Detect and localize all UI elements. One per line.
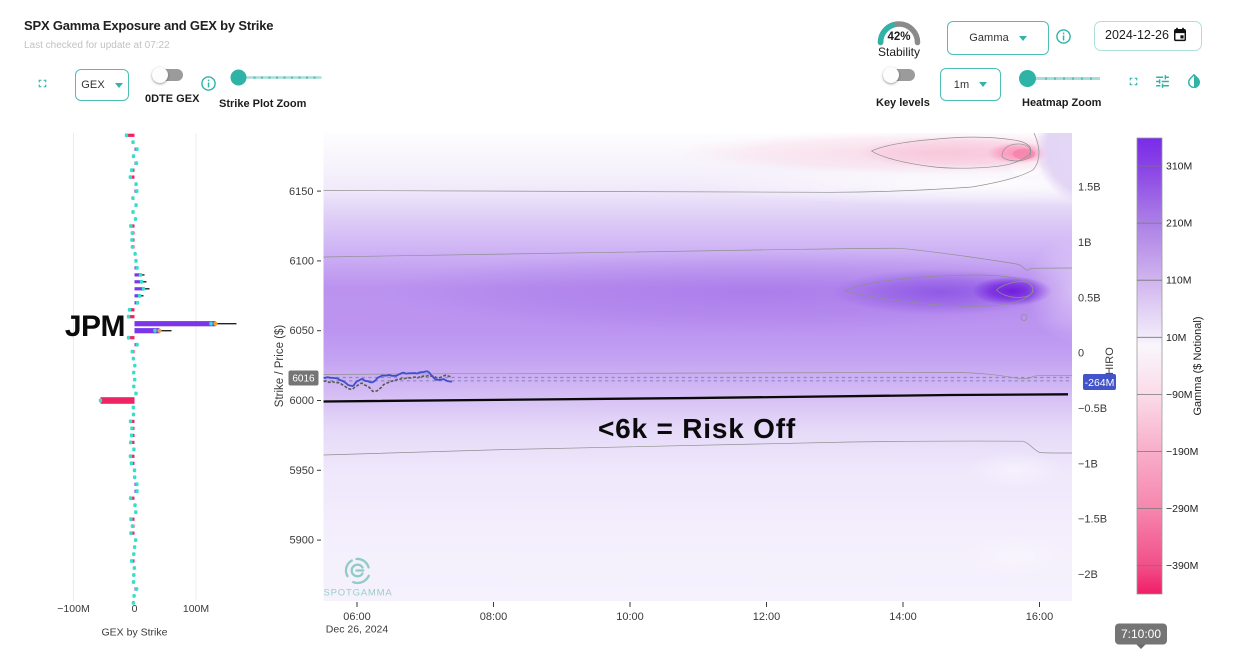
svg-text:SPOTGAMMA: SPOTGAMMA xyxy=(324,588,393,599)
svg-text:1B: 1B xyxy=(1078,237,1091,249)
svg-text:6016: 6016 xyxy=(292,374,315,385)
svg-text:10:00: 10:00 xyxy=(616,611,644,623)
svg-text:5900: 5900 xyxy=(290,535,314,547)
svg-text:5950: 5950 xyxy=(290,465,314,477)
svg-text:Dec 26, 2024: Dec 26, 2024 xyxy=(326,624,389,636)
svg-text:<6k = Risk Off: <6k = Risk Off xyxy=(598,413,796,444)
svg-text:GEX by Strike: GEX by Strike xyxy=(102,627,168,639)
svg-text:12:00: 12:00 xyxy=(753,611,781,623)
svg-text:06:00: 06:00 xyxy=(343,611,371,623)
svg-text:JPM: JPM xyxy=(65,310,125,343)
svg-text:6100: 6100 xyxy=(290,255,314,267)
svg-text:0: 0 xyxy=(132,603,138,615)
svg-text:08:00: 08:00 xyxy=(480,611,508,623)
svg-text:−90M: −90M xyxy=(1166,389,1193,401)
svg-text:−190M: −190M xyxy=(1166,446,1198,458)
svg-text:Strike / Price ($): Strike / Price ($) xyxy=(274,325,286,408)
svg-text:110M: 110M xyxy=(1166,275,1192,287)
svg-text:6150: 6150 xyxy=(289,186,313,198)
svg-text:1.5B: 1.5B xyxy=(1078,182,1101,194)
svg-text:6000: 6000 xyxy=(290,395,314,407)
svg-text:HIRO: HIRO xyxy=(1104,347,1116,375)
svg-text:-264M: -264M xyxy=(1085,377,1115,389)
svg-text:−290M: −290M xyxy=(1166,503,1198,515)
svg-text:100M: 100M xyxy=(183,603,209,615)
svg-text:0: 0 xyxy=(1078,348,1084,360)
svg-text:10M: 10M xyxy=(1166,332,1186,344)
svg-text:Gamma ($ Notional): Gamma ($ Notional) xyxy=(1192,316,1204,415)
svg-text:6050: 6050 xyxy=(290,325,314,337)
svg-text:0.5B: 0.5B xyxy=(1078,293,1101,305)
svg-text:−1B: −1B xyxy=(1078,459,1098,471)
svg-text:−1.5B: −1.5B xyxy=(1078,514,1107,526)
svg-text:−0.5B: −0.5B xyxy=(1078,403,1107,415)
svg-text:−100M: −100M xyxy=(57,603,89,615)
svg-text:14:00: 14:00 xyxy=(889,611,917,623)
svg-text:−390M: −390M xyxy=(1166,560,1198,572)
svg-text:7:10:00: 7:10:00 xyxy=(1121,627,1161,641)
svg-text:210M: 210M xyxy=(1166,218,1192,230)
svg-text:16:00: 16:00 xyxy=(1026,611,1054,623)
svg-text:−2B: −2B xyxy=(1078,569,1098,581)
svg-text:310M: 310M xyxy=(1166,161,1192,173)
